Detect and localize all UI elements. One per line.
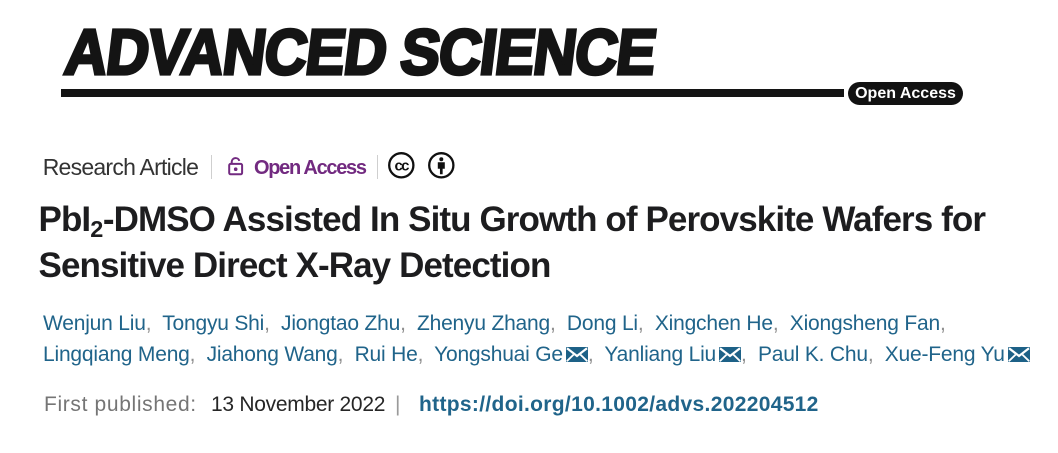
svg-text:cc: cc (394, 157, 409, 174)
